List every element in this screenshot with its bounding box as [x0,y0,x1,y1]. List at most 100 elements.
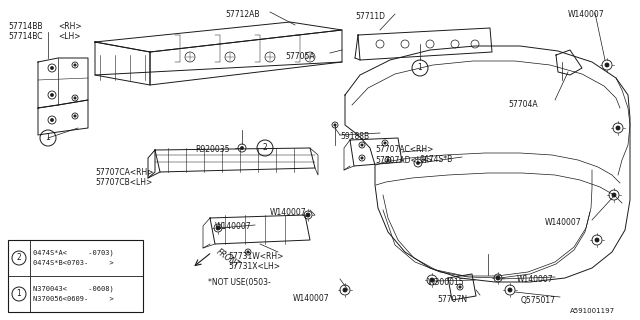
Circle shape [612,193,616,197]
Text: *NOT USE(0503-: *NOT USE(0503- [208,278,271,287]
Text: 0474S*B<0703-     >: 0474S*B<0703- > [33,260,114,266]
Text: 1: 1 [418,63,422,73]
Circle shape [74,97,76,99]
Circle shape [385,157,391,163]
Text: 57714BC: 57714BC [8,32,42,41]
Circle shape [214,224,222,232]
Text: <RH>: <RH> [58,22,82,31]
Text: <LH>: <LH> [58,32,81,41]
Circle shape [359,142,365,148]
Circle shape [74,64,76,66]
Text: 57731X<LH>: 57731X<LH> [228,262,280,271]
Circle shape [376,40,384,48]
Circle shape [241,147,244,149]
Circle shape [602,60,612,70]
Circle shape [257,140,273,156]
Circle shape [359,155,365,161]
Circle shape [48,116,56,124]
Bar [8,240,143,312]
Text: 57707AC<RH>: 57707AC<RH> [375,145,433,154]
Circle shape [265,52,275,62]
Text: 2: 2 [17,253,21,262]
Circle shape [417,161,420,164]
Circle shape [595,238,599,242]
Text: 57707CA<RH>: 57707CA<RH> [95,168,154,177]
Text: 57714BB: 57714BB [8,22,42,31]
Circle shape [238,144,246,152]
Circle shape [605,63,609,67]
Circle shape [361,144,364,146]
Text: W140007: W140007 [517,275,554,284]
Circle shape [305,52,315,62]
Circle shape [51,67,54,69]
Text: 1: 1 [45,133,51,142]
Circle shape [247,251,249,253]
Circle shape [40,130,56,146]
Text: 2: 2 [262,143,268,153]
Circle shape [451,40,459,48]
Text: W140007: W140007 [293,294,330,303]
Circle shape [609,190,619,200]
Circle shape [387,159,389,161]
Circle shape [457,284,463,290]
Circle shape [12,287,26,301]
Circle shape [471,40,479,48]
Circle shape [245,249,251,255]
Circle shape [414,159,422,167]
Text: R920035: R920035 [195,145,230,154]
Circle shape [48,91,56,99]
Circle shape [494,274,502,282]
Circle shape [72,113,78,119]
Text: A591001197: A591001197 [570,308,615,314]
Circle shape [401,40,409,48]
Circle shape [613,123,623,133]
Circle shape [459,286,461,288]
Text: 57707N: 57707N [437,295,467,304]
Circle shape [426,40,434,48]
Circle shape [72,62,78,68]
Circle shape [334,124,336,126]
Circle shape [340,285,350,295]
Circle shape [332,122,338,128]
Text: 57707CB<LH>: 57707CB<LH> [95,178,152,187]
Text: 1: 1 [17,290,21,299]
Text: 57704A: 57704A [508,100,538,109]
Circle shape [74,115,76,117]
Circle shape [51,93,54,97]
Circle shape [216,226,220,230]
Text: 57711D: 57711D [355,12,385,21]
Circle shape [225,52,235,62]
Text: 57731W<RH>: 57731W<RH> [228,252,284,261]
Text: W140007: W140007 [215,222,252,231]
Circle shape [384,142,386,144]
Circle shape [306,213,310,217]
Circle shape [304,211,312,219]
Text: 0474S*A<     -0703): 0474S*A< -0703) [33,250,114,257]
Text: 57705A: 57705A [285,52,315,61]
Text: 57707AD<LH>: 57707AD<LH> [375,156,433,165]
Text: Q575017: Q575017 [521,296,556,305]
Text: W140007: W140007 [270,208,307,217]
Text: W140007: W140007 [568,10,605,19]
Text: 57712AB: 57712AB [225,10,259,19]
Circle shape [48,64,56,72]
Text: FRONT: FRONT [215,247,241,269]
Circle shape [343,288,347,292]
Circle shape [430,278,434,282]
Text: W300015: W300015 [428,278,465,287]
Circle shape [185,52,195,62]
Circle shape [382,140,388,146]
Circle shape [412,60,428,76]
Text: W140007: W140007 [545,218,582,227]
Circle shape [508,288,512,292]
Circle shape [505,285,515,295]
Text: 59188B: 59188B [340,132,369,141]
Text: N370043<     -0608): N370043< -0608) [33,286,114,292]
Circle shape [616,126,620,130]
Text: N370056<0609-     >: N370056<0609- > [33,296,114,302]
Circle shape [427,275,437,285]
Circle shape [12,251,26,265]
Circle shape [496,276,500,280]
Circle shape [592,235,602,245]
Circle shape [361,157,364,159]
